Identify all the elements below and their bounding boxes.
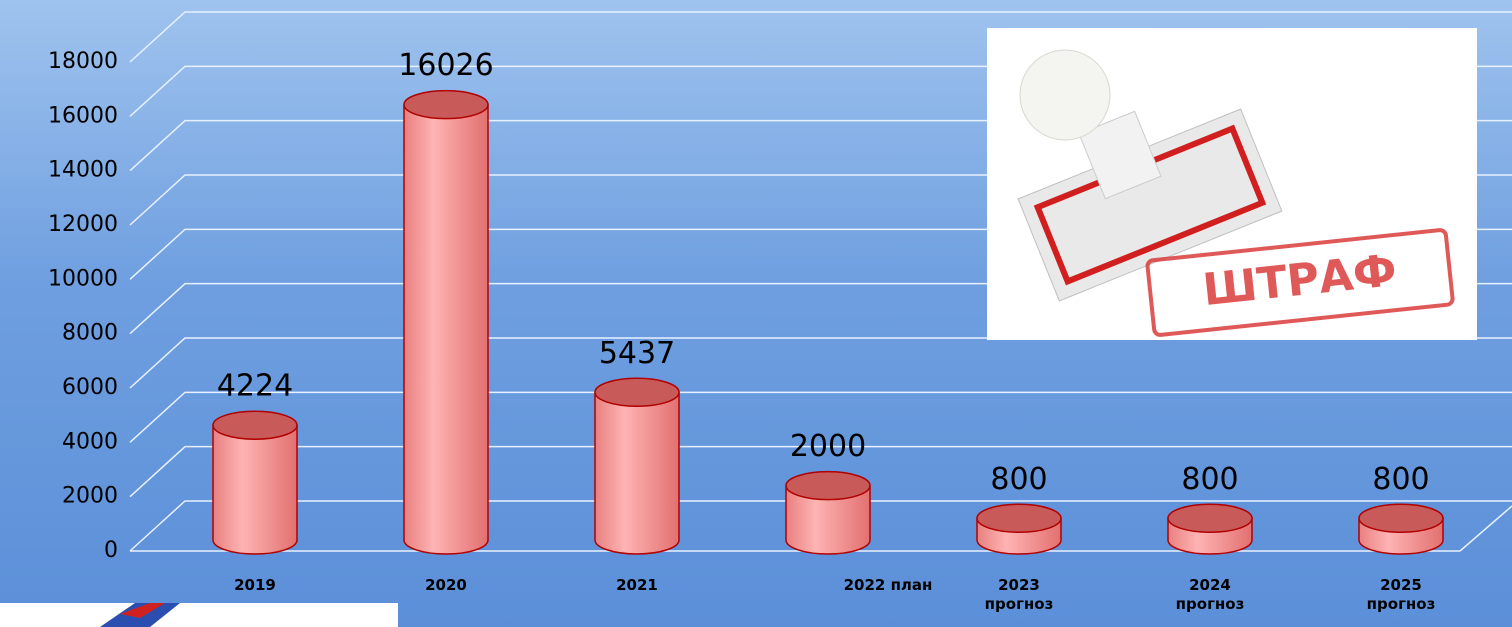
data-label: 16026 — [398, 48, 493, 83]
x-tick-label: 2019 — [234, 576, 276, 594]
bar — [403, 89, 489, 555]
y-tick-label: 12000 — [48, 212, 118, 237]
data-label: 4224 — [217, 369, 293, 404]
bar — [785, 470, 871, 555]
y-tick-label: 4000 — [62, 429, 118, 454]
flag-image — [0, 603, 398, 627]
data-label: 5437 — [599, 336, 675, 371]
x-tick-label: 2022 план — [843, 576, 933, 594]
grid-line — [129, 337, 1512, 389]
bar-part — [1167, 503, 1253, 534]
bar — [212, 410, 298, 555]
bar — [594, 377, 680, 555]
bar-part — [212, 424, 298, 555]
data-label: 800 — [990, 462, 1047, 497]
grid-line — [129, 11, 1512, 63]
bar — [1358, 503, 1444, 555]
y-tick-label: 0 — [104, 538, 118, 563]
bar-part — [1358, 503, 1444, 534]
x-tick-label: 2023 прогноз — [984, 576, 1054, 613]
grid-line — [129, 445, 1512, 498]
grid-line — [129, 500, 1512, 552]
y-tick-label: 16000 — [48, 103, 118, 128]
y-tick-label: 14000 — [48, 158, 118, 183]
grid-line — [129, 391, 1512, 443]
bar — [976, 503, 1062, 555]
bar-part — [594, 391, 680, 555]
y-tick-label: 6000 — [62, 375, 118, 400]
x-tick-label: 2025 прогноз — [1366, 576, 1436, 613]
data-label: 800 — [1372, 462, 1429, 497]
bar-part — [403, 103, 489, 555]
bar-part — [594, 377, 680, 408]
y-tick-label: 10000 — [48, 266, 118, 291]
bar — [1167, 503, 1253, 555]
data-label: 800 — [1181, 462, 1238, 497]
y-tick-label: 18000 — [48, 49, 118, 74]
bar-part — [785, 484, 871, 555]
y-tick-label: 2000 — [62, 484, 118, 509]
bar-part — [785, 470, 871, 501]
bar-part — [976, 503, 1062, 534]
x-tick-label: 2021 — [616, 576, 658, 594]
bar-part — [212, 410, 298, 440]
y-tick-label: 8000 — [62, 321, 118, 346]
x-axis-back — [1459, 505, 1512, 552]
x-tick-label: 2020 — [425, 576, 467, 594]
stamp-image: ШТРАФ — [987, 28, 1477, 340]
data-label: 2000 — [790, 429, 866, 464]
bar-part — [403, 89, 489, 120]
x-tick-label: 2024 прогноз — [1175, 576, 1245, 613]
